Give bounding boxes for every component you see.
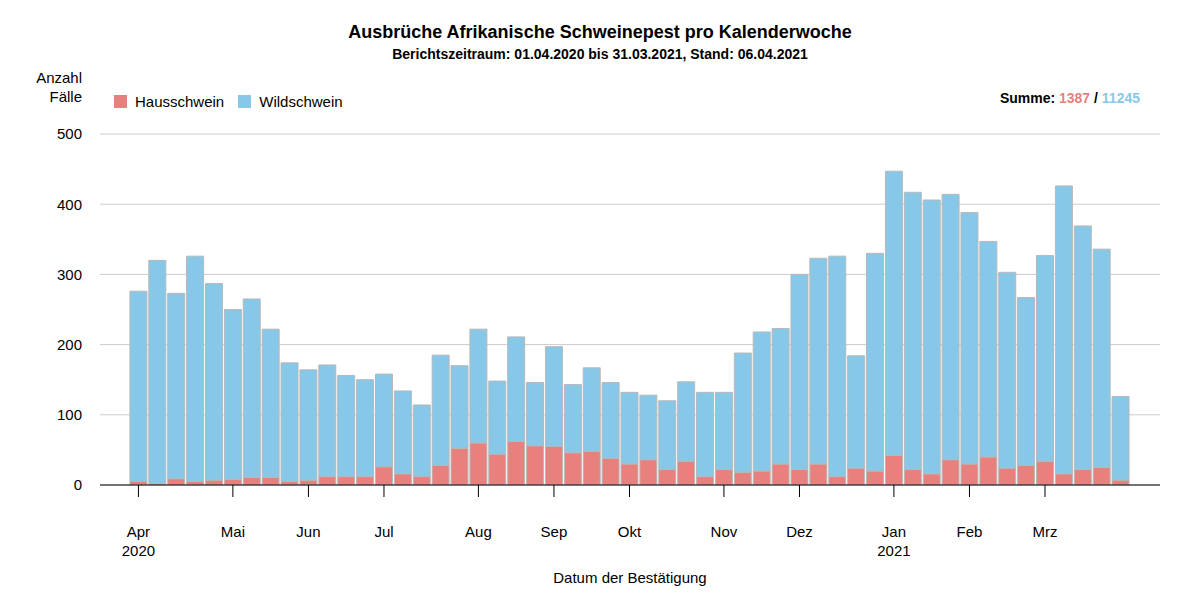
html-text:Wildschwein: Wildschwein (259, 93, 343, 110)
svg-text:Sep: Sep (541, 523, 568, 540)
svg-text:300: 300 (57, 266, 82, 283)
html-text:Berichtszeitraum: 01.04.2020 b: Berichtszeitraum: 01.04.2020 bis 31.03.2… (392, 46, 808, 62)
svg-text:Apr: Apr (127, 523, 150, 540)
svg-text:2021: 2021 (877, 542, 910, 559)
html-text:Fälle: Fälle (49, 88, 82, 105)
html-text:Ausbrüche Afrikanische Schwein: Ausbrüche Afrikanische Schweinepest pro … (348, 22, 852, 42)
svg-text:Mai: Mai (221, 523, 245, 540)
html-text:Datum der Bestätigung: Datum der Bestätigung (553, 569, 707, 586)
svg-text:400: 400 (57, 196, 82, 213)
html-text:Anzahl: Anzahl (36, 69, 82, 86)
svg-text:Nov: Nov (711, 523, 738, 540)
html-text:Hausschwein: Hausschwein (135, 93, 225, 110)
svg-text:Mrz: Mrz (1033, 523, 1058, 540)
svg-text:500: 500 (57, 125, 82, 142)
html-text:Summe: 1387 / 11245: Summe: 1387 / 11245 (999, 90, 1140, 106)
svg-text:0: 0 (74, 476, 82, 493)
svg-text:Dez: Dez (786, 523, 813, 540)
svg-text:Jun: Jun (296, 523, 320, 540)
svg-text:2020: 2020 (122, 542, 155, 559)
svg-text:200: 200 (57, 336, 82, 353)
svg-text:Jan: Jan (882, 523, 906, 540)
svg-text:Feb: Feb (957, 523, 983, 540)
svg-text:Jul: Jul (374, 523, 393, 540)
svg-text:Okt: Okt (618, 523, 642, 540)
svg-text:Aug: Aug (465, 523, 492, 540)
svg-text:100: 100 (57, 406, 82, 423)
